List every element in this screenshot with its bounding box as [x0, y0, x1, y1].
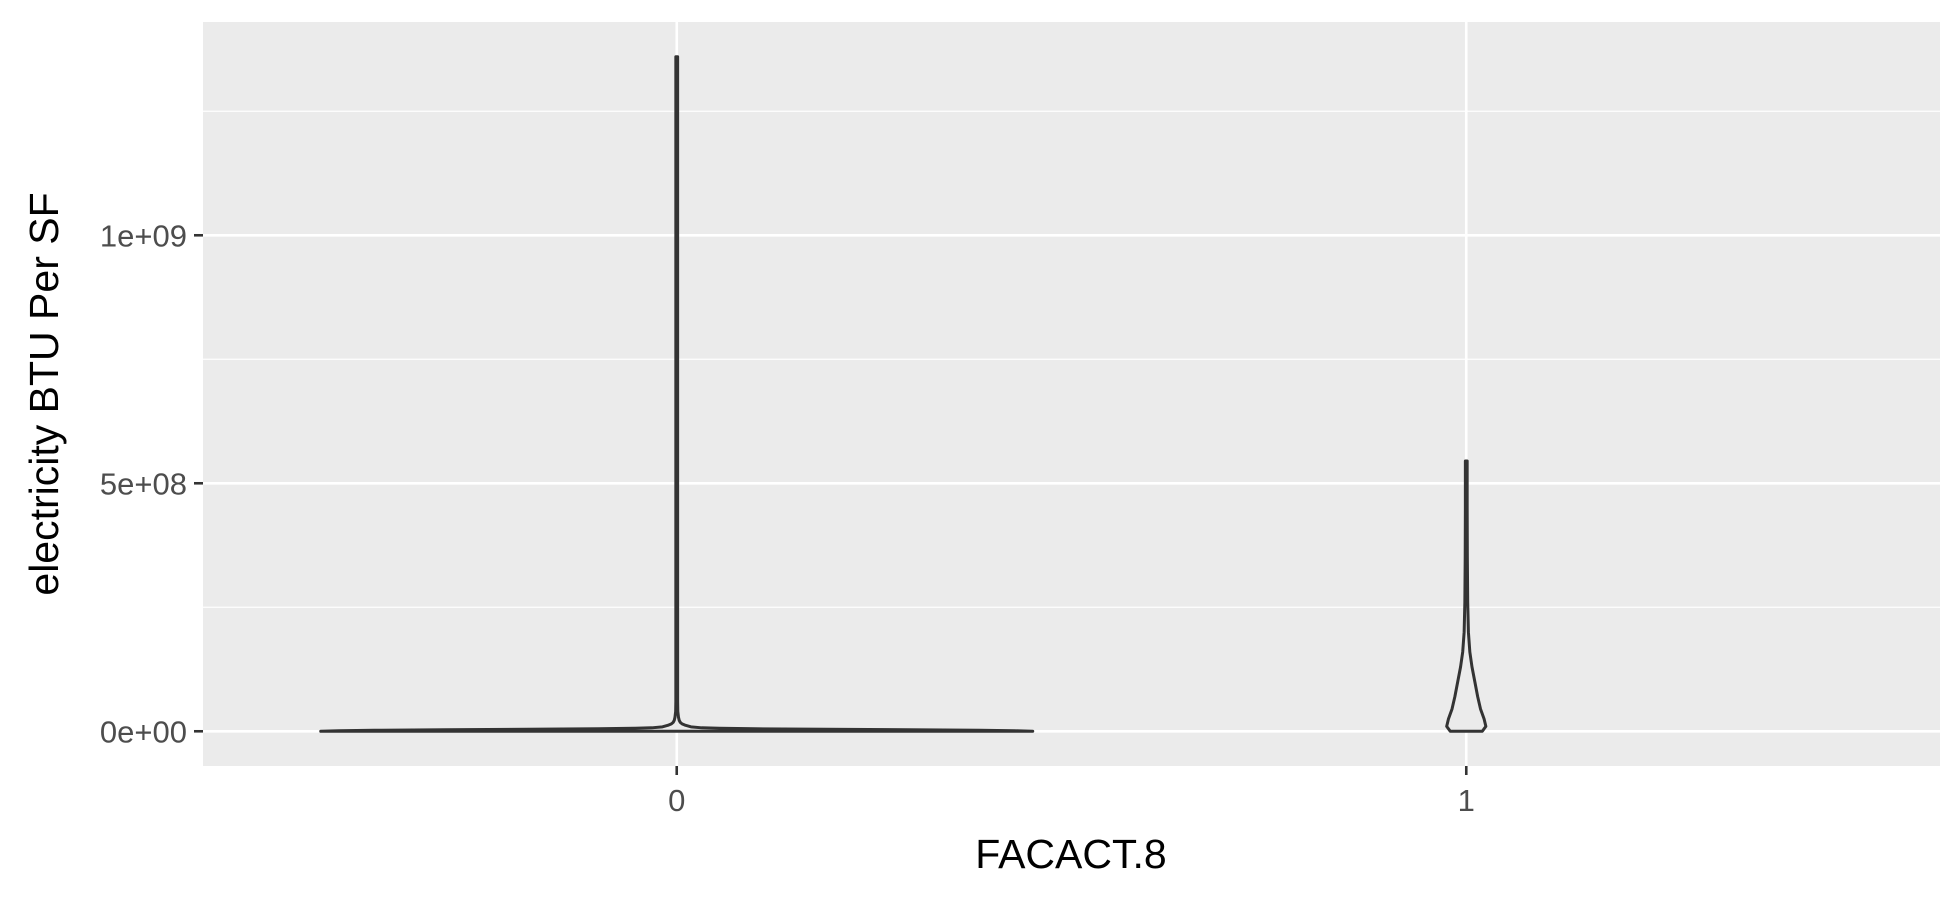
y-tick-label: 5e+08 — [100, 466, 187, 501]
x-axis-title: FACACT.8 — [975, 831, 1166, 877]
plot-panel — [203, 22, 1940, 766]
x-tick-label: 0 — [668, 783, 685, 818]
y-tick-label: 1e+09 — [100, 218, 187, 253]
violin-0 — [319, 55, 1035, 733]
violins — [319, 55, 1488, 733]
y-tick-label: 0e+00 — [100, 714, 187, 749]
minor-gridlines — [203, 110, 1940, 608]
y-axis: 0e+00 5e+08 1e+09 — [100, 218, 203, 749]
y-axis-title: electricity BTU Per SF — [21, 192, 67, 595]
x-tick-label: 1 — [1458, 783, 1475, 818]
violin-1 — [1445, 459, 1488, 733]
